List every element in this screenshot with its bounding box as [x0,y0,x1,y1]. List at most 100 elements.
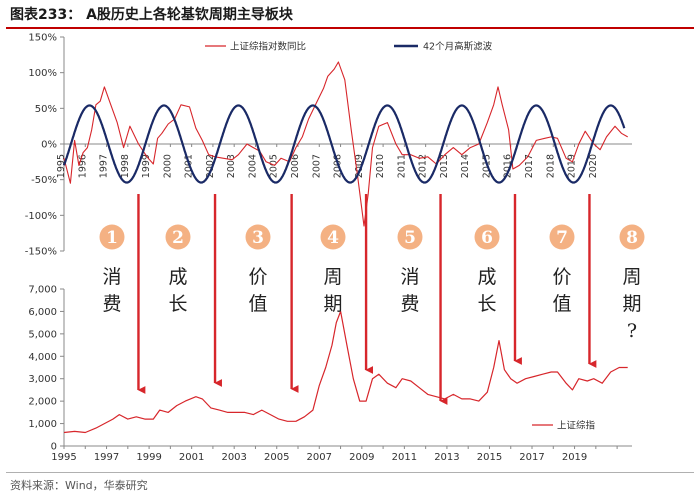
bottom-x-tick-label: 2005 [264,452,289,463]
bottom-series [63,310,628,434]
phase-annotations: 1 消费 2 成长 3 价值 4 周期 5 消费 6 成长 7 价值 8 周期? [99,194,645,405]
phase-number-2: 2 [172,228,184,248]
figure-title: 图表233： A股历史上各轮基钦周期主导板块 [10,7,293,23]
phase-label-5: 消 [400,266,419,288]
top-x-tick-label: 2000 [162,154,173,178]
phase-number-1: 1 [106,228,118,248]
top-y-tick-label: -150% [25,247,57,258]
phase-label-5: 费 [400,293,419,315]
top-x-tick-label: 2017 [524,154,535,178]
phase-label-6: 长 [477,293,496,315]
top-x-tick-label: 2013 [439,154,450,178]
bottom-y-tick-label: 7,000 [28,285,57,296]
phase-label-2: 长 [168,293,187,315]
bottom-x-tick-label: 2011 [392,452,417,463]
bottom-y-tick-label: 5,000 [28,329,57,340]
top-x-tick-label: 2018 [545,154,556,178]
top-x-tick-label: 2012 [418,154,429,178]
bottom-x-tick-label: 2001 [179,452,204,463]
bottom-y-tick-label: 4,000 [28,352,57,363]
bottom-x-tick-label: 1995 [51,452,76,463]
top-series [62,61,628,227]
top-x-tick-label: 2006 [290,154,301,178]
top-x-tick-label: 2014 [460,154,471,178]
bottom-x-tick-label: 2017 [519,452,544,463]
phase-label-1: 费 [102,293,121,315]
bottom-y-tick-label: 6,000 [28,307,57,318]
bottom-y-tick-label: 2,000 [28,397,57,408]
bottom-y-tick-label: 1,000 [28,419,57,430]
top-x-tick-label: 2020 [588,154,599,178]
phase-label-3: 价 [248,266,267,288]
phase-badge-2 [165,224,191,250]
phase-number-7: 7 [556,228,568,248]
phase-label-6: 成 [477,266,496,288]
top-x-tick-label: 2009 [354,154,365,178]
phase-badge-3 [245,224,271,250]
top-x-tick-label: 2019 [567,154,578,178]
bottom-y-tick-label: 3,000 [28,374,57,385]
top-x-tick-label: 2004 [247,154,258,178]
phase-label-8: 期 [622,293,641,315]
top-x-tick-label: 2002 [205,154,216,178]
phase-number-5: 5 [404,228,416,248]
phase-label-2: 成 [168,266,187,288]
phase-number-4: 4 [327,228,339,248]
top-x-tick-label: 2007 [311,154,322,178]
series-gaussian-filter [62,104,626,184]
phase-badge-1 [99,224,125,250]
source-rule [6,472,694,473]
bottom-x-tick-label: 1999 [136,452,161,463]
top-x-tick-label: 2005 [269,154,280,178]
legend-label-shanghai-yoy: 上证综指对数同比 [230,41,306,53]
bottom-x-tick-label: 2007 [307,452,332,463]
phase-badge-6 [474,224,500,250]
phase-number-3: 3 [252,228,264,248]
top-axes: 150% 100% 50% 0% -50% -100% -150% 1995 1996 1997 1… [25,33,632,258]
top-x-tick-label: 2010 [375,154,386,178]
phase-badge-7 [549,224,575,250]
top-x-tick-label: 2011 [396,154,407,178]
bottom-x-tick-label: 1997 [94,452,119,463]
bottom-x-tick-label: 2003 [221,452,246,463]
bottom-y-tick-label: 0 [51,442,57,453]
phase-label-7: 值 [552,293,571,315]
series-shanghai-log-yoy [63,61,628,227]
top-y-tick-label: -100% [25,211,57,222]
bottom-x-tick-label: 2009 [349,452,374,463]
top-y-tick-label: 0% [41,140,57,151]
top-x-tick-label: 1997 [99,154,110,178]
phase-badge-5 [397,224,423,250]
top-x-tick-label: 2016 [503,154,514,178]
series-shanghai-composite [63,310,628,434]
top-x-tick-label: 1995 [56,154,67,178]
phase-badge-8 [619,224,645,250]
bottom-axes: 0 1,000 2,000 3,000 4,000 5,000 6,000 7,000 1995… [28,285,632,463]
phase-badge-4 [320,224,346,250]
top-y-tick-label: 100% [28,68,57,79]
phase-number-8: 8 [626,228,638,248]
source-note: 资料来源：Wind，华泰研究 [10,479,148,492]
phase-label-7: 价 [552,266,571,288]
legend-label-gaussian: 42个月高斯滤波 [423,41,493,53]
phase-label-1: 消 [102,266,121,288]
legend-label-shanghai-composite: 上证综指 [557,420,596,432]
top-x-tick-label: 1998 [120,154,131,178]
top-y-tick-label: 150% [28,33,57,44]
phase-label-4: 周 [323,266,342,288]
bottom-x-tick-label: 2013 [434,452,459,463]
top-x-tick-label: 2003 [226,154,237,178]
phase-number-6: 6 [481,228,493,248]
phase-label-4: 期 [323,293,342,315]
phase-label-3: 值 [248,293,267,315]
top-y-tick-label: -50% [31,175,57,186]
phase-label-8: ? [627,320,637,342]
bottom-x-tick-label: 2015 [477,452,502,463]
top-x-tick-label: 1996 [77,154,88,178]
top-x-tick-label: 1999 [141,154,152,178]
phase-label-8: 周 [622,266,641,288]
title-rule [6,27,694,29]
